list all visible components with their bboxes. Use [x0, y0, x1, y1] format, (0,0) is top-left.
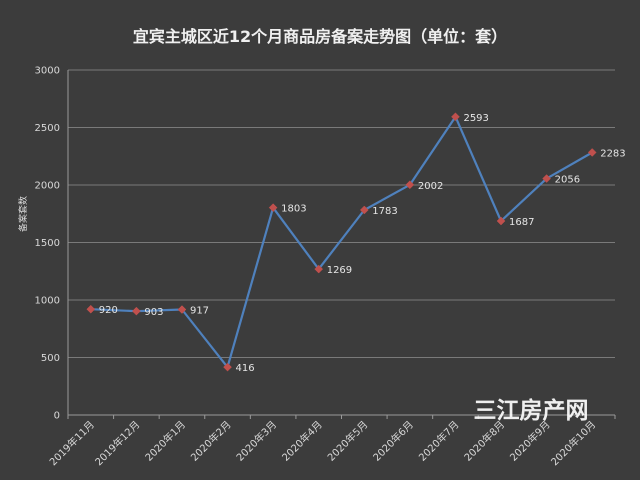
watermark-logo: 三江房产网: [474, 397, 589, 424]
y-tick-label: 1500: [35, 238, 60, 249]
data-point-marker: [86, 304, 96, 314]
data-point-marker: [132, 306, 141, 316]
axis-layer: [67, 70, 616, 419]
data-label: 1687: [509, 217, 534, 228]
grid-layer: [68, 69, 615, 358]
x-tick-label: 2019年11月: [47, 418, 97, 468]
data-point-marker: [223, 362, 232, 372]
x-tick-label: 2020年4月: [279, 418, 325, 464]
data-point-marker: [542, 174, 551, 183]
y-tick-label: 1000: [35, 296, 60, 307]
data-label: 416: [236, 363, 255, 374]
data-label: 2002: [418, 181, 443, 192]
data-point-marker: [451, 112, 460, 122]
x-tick-label: 2020年6月: [370, 418, 416, 464]
y-tick-label: 3000: [35, 66, 60, 77]
x-tick-label: 2020年9月: [507, 418, 553, 464]
data-labels: 920 903 917 416 1803 1269 1783 2002 2593 1687 2056…: [99, 113, 626, 374]
data-point-marker: [314, 264, 324, 274]
series-line: [90, 115, 593, 369]
chart-title: 宜宾主城区近12个月商品房备案走势图（单位：套）: [133, 27, 507, 46]
data-label: 1783: [372, 206, 397, 217]
data-label: 2283: [600, 148, 625, 159]
data-label: 1803: [281, 204, 306, 215]
data-label: 2056: [555, 175, 580, 186]
x-tick-label: 2020年2月: [188, 418, 234, 464]
data-point-marker: [359, 205, 369, 215]
data-label: 903: [144, 307, 163, 318]
y-tick-label: 2000: [35, 181, 60, 192]
data-point-marker: [587, 148, 597, 157]
x-tick-label: 2020年1月: [142, 418, 188, 464]
data-point-marker: [177, 305, 187, 314]
data-point-marker: [496, 216, 506, 226]
data-label: 920: [99, 305, 118, 316]
x-tick-label: 2020年3月: [233, 418, 279, 464]
y-axis-title: 备案套数: [17, 196, 29, 232]
x-tick-label: 2020年8月: [461, 418, 507, 464]
data-point-marker: [405, 180, 415, 190]
x-tick-label: 2020年7月: [416, 418, 462, 464]
y-tick-label: 2500: [35, 123, 60, 134]
y-tick-labels: 0 500 1000 1500 2000 2500 3000: [35, 66, 60, 422]
data-label: 917: [190, 306, 209, 317]
data-label: 2593: [463, 113, 488, 124]
x-tick-label: 2020年5月: [325, 418, 371, 464]
x-tick-label: 2020年10月: [548, 418, 598, 468]
y-tick-label: 0: [54, 411, 60, 422]
data-point-marker: [268, 203, 278, 213]
data-label: 1269: [327, 265, 352, 276]
y-tick-label: 500: [41, 353, 60, 364]
series-layer: [86, 112, 597, 372]
x-tick-label: 2019年12月: [92, 418, 142, 468]
